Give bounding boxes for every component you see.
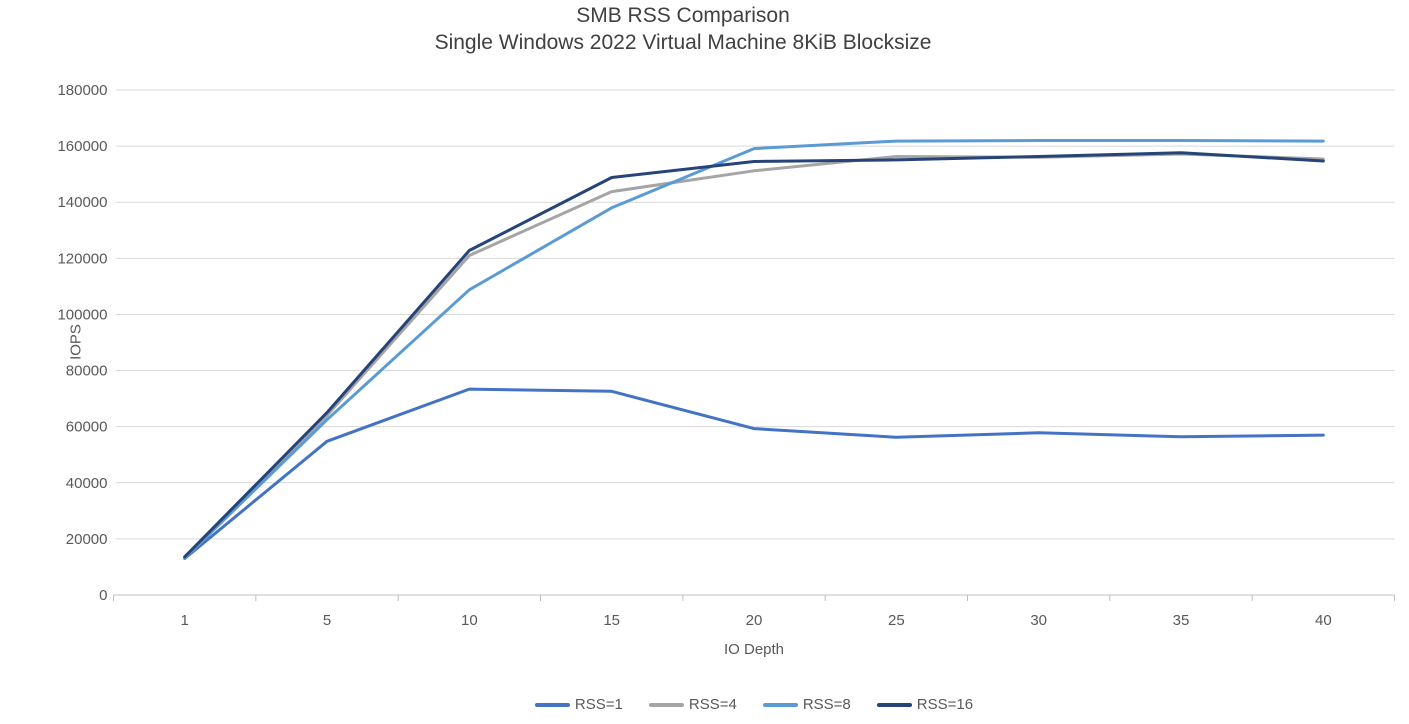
x-tick-label: 5 [323,612,331,629]
y-tick-label: 180000 [57,82,107,99]
x-axis-title: IO Depth [723,641,785,658]
series-line-rss-1 [183,387,1325,560]
legend-swatch-rss-16 [876,702,912,707]
legend-item-rss-4: RSS=4 [648,696,737,713]
y-tick-label: 120000 [57,250,107,267]
y-tick-label: 160000 [57,138,107,155]
legend-swatch-rss-4 [648,702,684,707]
legend-item-rss-16: RSS=16 [876,696,974,713]
series-line-rss-8 [183,139,1325,560]
legend-label-rss-4: RSS=4 [688,696,737,713]
x-tick-label: 1 [180,612,188,629]
x-tick-label: 20 [746,612,763,629]
x-tick-label: 10 [461,612,478,629]
legend-label-rss-1: RSS=1 [574,696,623,713]
y-tick-label: 100000 [57,306,107,323]
y-tick-label: 60000 [66,419,108,436]
y-tick-label: 0 [99,587,107,604]
x-tick-label: 40 [1315,612,1332,629]
x-tick-label: 35 [1173,612,1190,629]
legend-swatch-rss-8 [762,702,798,707]
x-tick-label: 25 [888,612,905,629]
x-tick-label: 15 [603,612,620,629]
legend-item-rss-1: RSS=1 [534,696,623,713]
y-tick-label: 40000 [66,475,108,492]
series-line-rss-16 [183,151,1325,559]
legend-item-rss-8: RSS=8 [762,696,851,713]
legend-swatch-rss-1 [534,702,570,707]
x-tick-label: 30 [1030,612,1047,629]
chart-legend: RSS=1 RSS=4 RSS=8 RSS=16 [113,696,1395,713]
legend-label-rss-8: RSS=8 [802,696,851,713]
y-tick-label: 140000 [57,194,107,211]
chart-title-line1: SMB RSS Comparison [576,4,790,27]
chart-title: SMB RSS Comparison Single Windows 2022 V… [0,2,1366,56]
chart-title-line2: Single Windows 2022 Virtual Machine 8KiB… [434,31,932,54]
y-tick-label: 20000 [66,531,108,548]
y-axis-title: IOPS [67,324,85,360]
series-line-rss-4 [183,152,1325,559]
legend-label-rss-16: RSS=16 [916,696,974,713]
y-tick-label: 80000 [66,363,108,380]
